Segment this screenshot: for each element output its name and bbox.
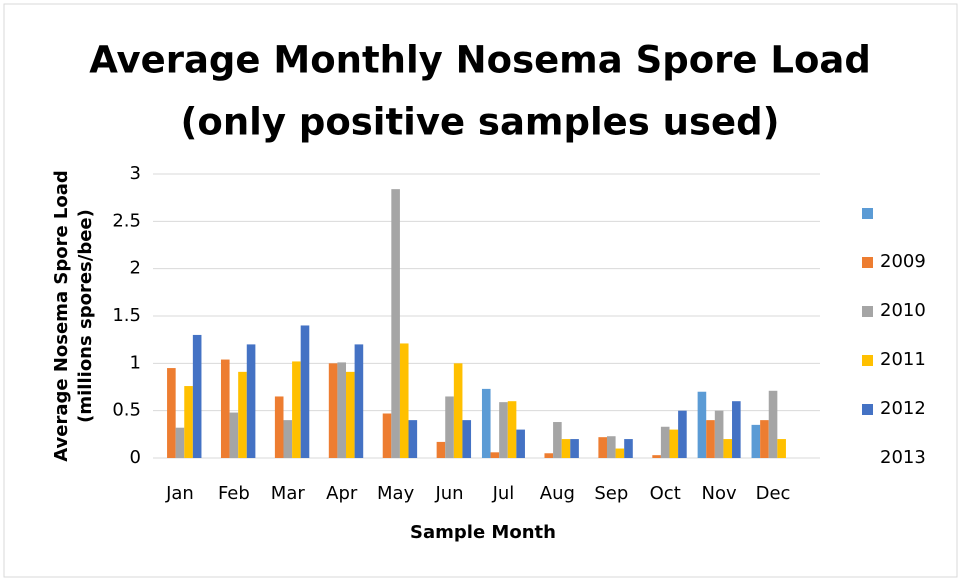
bar: [408, 420, 418, 458]
bar: [436, 441, 446, 458]
legend-label: 2013: [880, 447, 926, 468]
bar: [192, 334, 202, 458]
x-tick-label: Mar: [271, 483, 306, 504]
legend-swatch: [862, 257, 873, 268]
x-tick-label: Feb: [218, 483, 250, 504]
y-axis-title: (millions spores/bee): [75, 209, 96, 423]
legend-swatch: [862, 404, 873, 415]
chart-title: Average Monthly Nosema Spore Load: [89, 39, 871, 82]
bar: [453, 363, 463, 458]
legend-swatch: [862, 306, 873, 317]
bar: [697, 391, 707, 458]
bar: [544, 453, 554, 458]
legend-label: 2009: [880, 251, 926, 272]
bar: [553, 422, 562, 458]
bar: [516, 429, 525, 458]
bar: [669, 429, 679, 458]
bar: [714, 410, 724, 458]
x-tick-label: Oct: [650, 483, 681, 504]
x-tick-label: Jan: [165, 483, 194, 504]
bar: [652, 455, 661, 458]
bar: [624, 439, 633, 458]
bar: [220, 359, 230, 458]
bar: [660, 426, 670, 458]
bar: [328, 363, 338, 458]
y-tick-label: 2.5: [112, 210, 141, 231]
bar: [723, 439, 733, 458]
bar: [300, 325, 310, 458]
x-tick-label: Apr: [326, 483, 358, 504]
legend-label: 2010: [880, 300, 926, 321]
chart-title: (only positive samples used): [181, 101, 780, 144]
legend-swatch: [862, 355, 873, 366]
legend-label: 2012: [880, 398, 926, 419]
bar: [768, 390, 778, 458]
bar: [445, 396, 454, 458]
legend-label: 2011: [880, 349, 926, 370]
bar: [678, 410, 687, 458]
bar: [499, 402, 508, 458]
y-tick-label: 0: [130, 447, 141, 468]
bar: [751, 424, 761, 458]
bar: [346, 371, 355, 458]
chart-border: [3, 3, 958, 578]
x-axis-title: Sample Month: [410, 522, 556, 543]
bar: [167, 368, 176, 458]
y-tick-label: 1: [130, 352, 141, 373]
bar: [238, 371, 247, 458]
bar: [507, 401, 517, 458]
bar: [274, 396, 284, 458]
bar: [292, 361, 301, 458]
y-tick-label: 0.5: [112, 400, 141, 421]
bar: [615, 448, 625, 458]
bar: [732, 401, 741, 458]
bar: [184, 386, 193, 458]
x-tick-label: May: [377, 483, 415, 504]
bar: [283, 420, 293, 458]
bar: [606, 436, 616, 458]
y-axis-title: Average Nosema Spore Load: [51, 170, 72, 462]
bar: [354, 344, 364, 458]
bar: [175, 427, 185, 458]
bar: [399, 343, 409, 458]
bar: [490, 452, 500, 458]
x-tick-label: Nov: [702, 483, 737, 504]
bar: [570, 439, 579, 458]
bar: [462, 420, 472, 458]
bar: [760, 420, 769, 458]
x-tick-label: Sep: [594, 483, 628, 504]
bar: [706, 420, 715, 458]
bar: [481, 388, 491, 458]
bar: [246, 344, 256, 458]
y-tick-label: 3: [130, 163, 141, 184]
bar: [777, 439, 786, 458]
legend-swatch: [862, 208, 873, 219]
x-tick-label: Aug: [540, 483, 575, 504]
x-tick-label: Jul: [492, 483, 515, 504]
y-tick-label: 1.5: [112, 305, 141, 326]
bar: [337, 362, 347, 458]
bar: [229, 412, 239, 458]
bar: [598, 437, 607, 458]
bar: [561, 439, 571, 458]
bar: [391, 189, 400, 458]
bar: [382, 413, 392, 458]
x-tick-label: Dec: [756, 483, 791, 504]
y-tick-label: 2: [130, 258, 141, 279]
x-tick-label: Jun: [434, 483, 463, 504]
